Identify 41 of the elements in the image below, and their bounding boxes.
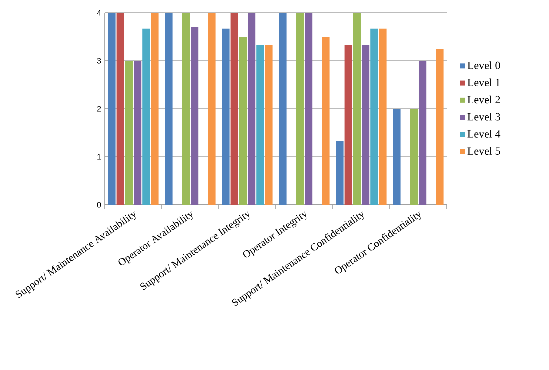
bar bbox=[362, 45, 370, 205]
bar bbox=[336, 141, 344, 205]
bar bbox=[344, 45, 352, 205]
y-tick-label: 3 bbox=[97, 58, 102, 64]
bar bbox=[125, 61, 133, 205]
y-tick-label: 1 bbox=[98, 154, 102, 160]
y-tick-label: 2 bbox=[97, 106, 102, 112]
bar bbox=[208, 13, 216, 205]
bar bbox=[142, 28, 150, 205]
bar bbox=[222, 28, 230, 205]
legend-label: Level 1 bbox=[468, 78, 500, 86]
bar bbox=[191, 27, 199, 205]
bar bbox=[182, 13, 190, 205]
bar bbox=[419, 61, 427, 205]
bar bbox=[248, 13, 256, 205]
legend-label: Level 2 bbox=[468, 96, 500, 104]
bar bbox=[256, 45, 264, 205]
bar bbox=[239, 37, 247, 205]
y-tick-label: 4 bbox=[97, 10, 102, 16]
legend-label: Level 4 bbox=[468, 130, 501, 138]
legend-label: Level 0 bbox=[468, 62, 500, 70]
y-tick-label: 0 bbox=[97, 202, 102, 208]
bar bbox=[116, 13, 124, 205]
bar bbox=[379, 28, 387, 205]
bar bbox=[296, 13, 304, 205]
bar bbox=[230, 13, 238, 205]
bar bbox=[279, 13, 287, 205]
bar bbox=[393, 109, 401, 205]
bar bbox=[165, 13, 173, 205]
bar bbox=[305, 13, 313, 205]
bar bbox=[134, 61, 142, 205]
legend-label: Level 3 bbox=[468, 113, 500, 121]
bar bbox=[108, 13, 116, 205]
bar bbox=[370, 28, 378, 205]
bar bbox=[322, 37, 330, 205]
bar bbox=[151, 13, 159, 205]
legend-label: Level 5 bbox=[468, 147, 500, 156]
bar bbox=[436, 49, 444, 205]
bar bbox=[265, 45, 273, 205]
bar bbox=[410, 109, 418, 205]
bar bbox=[353, 13, 361, 205]
